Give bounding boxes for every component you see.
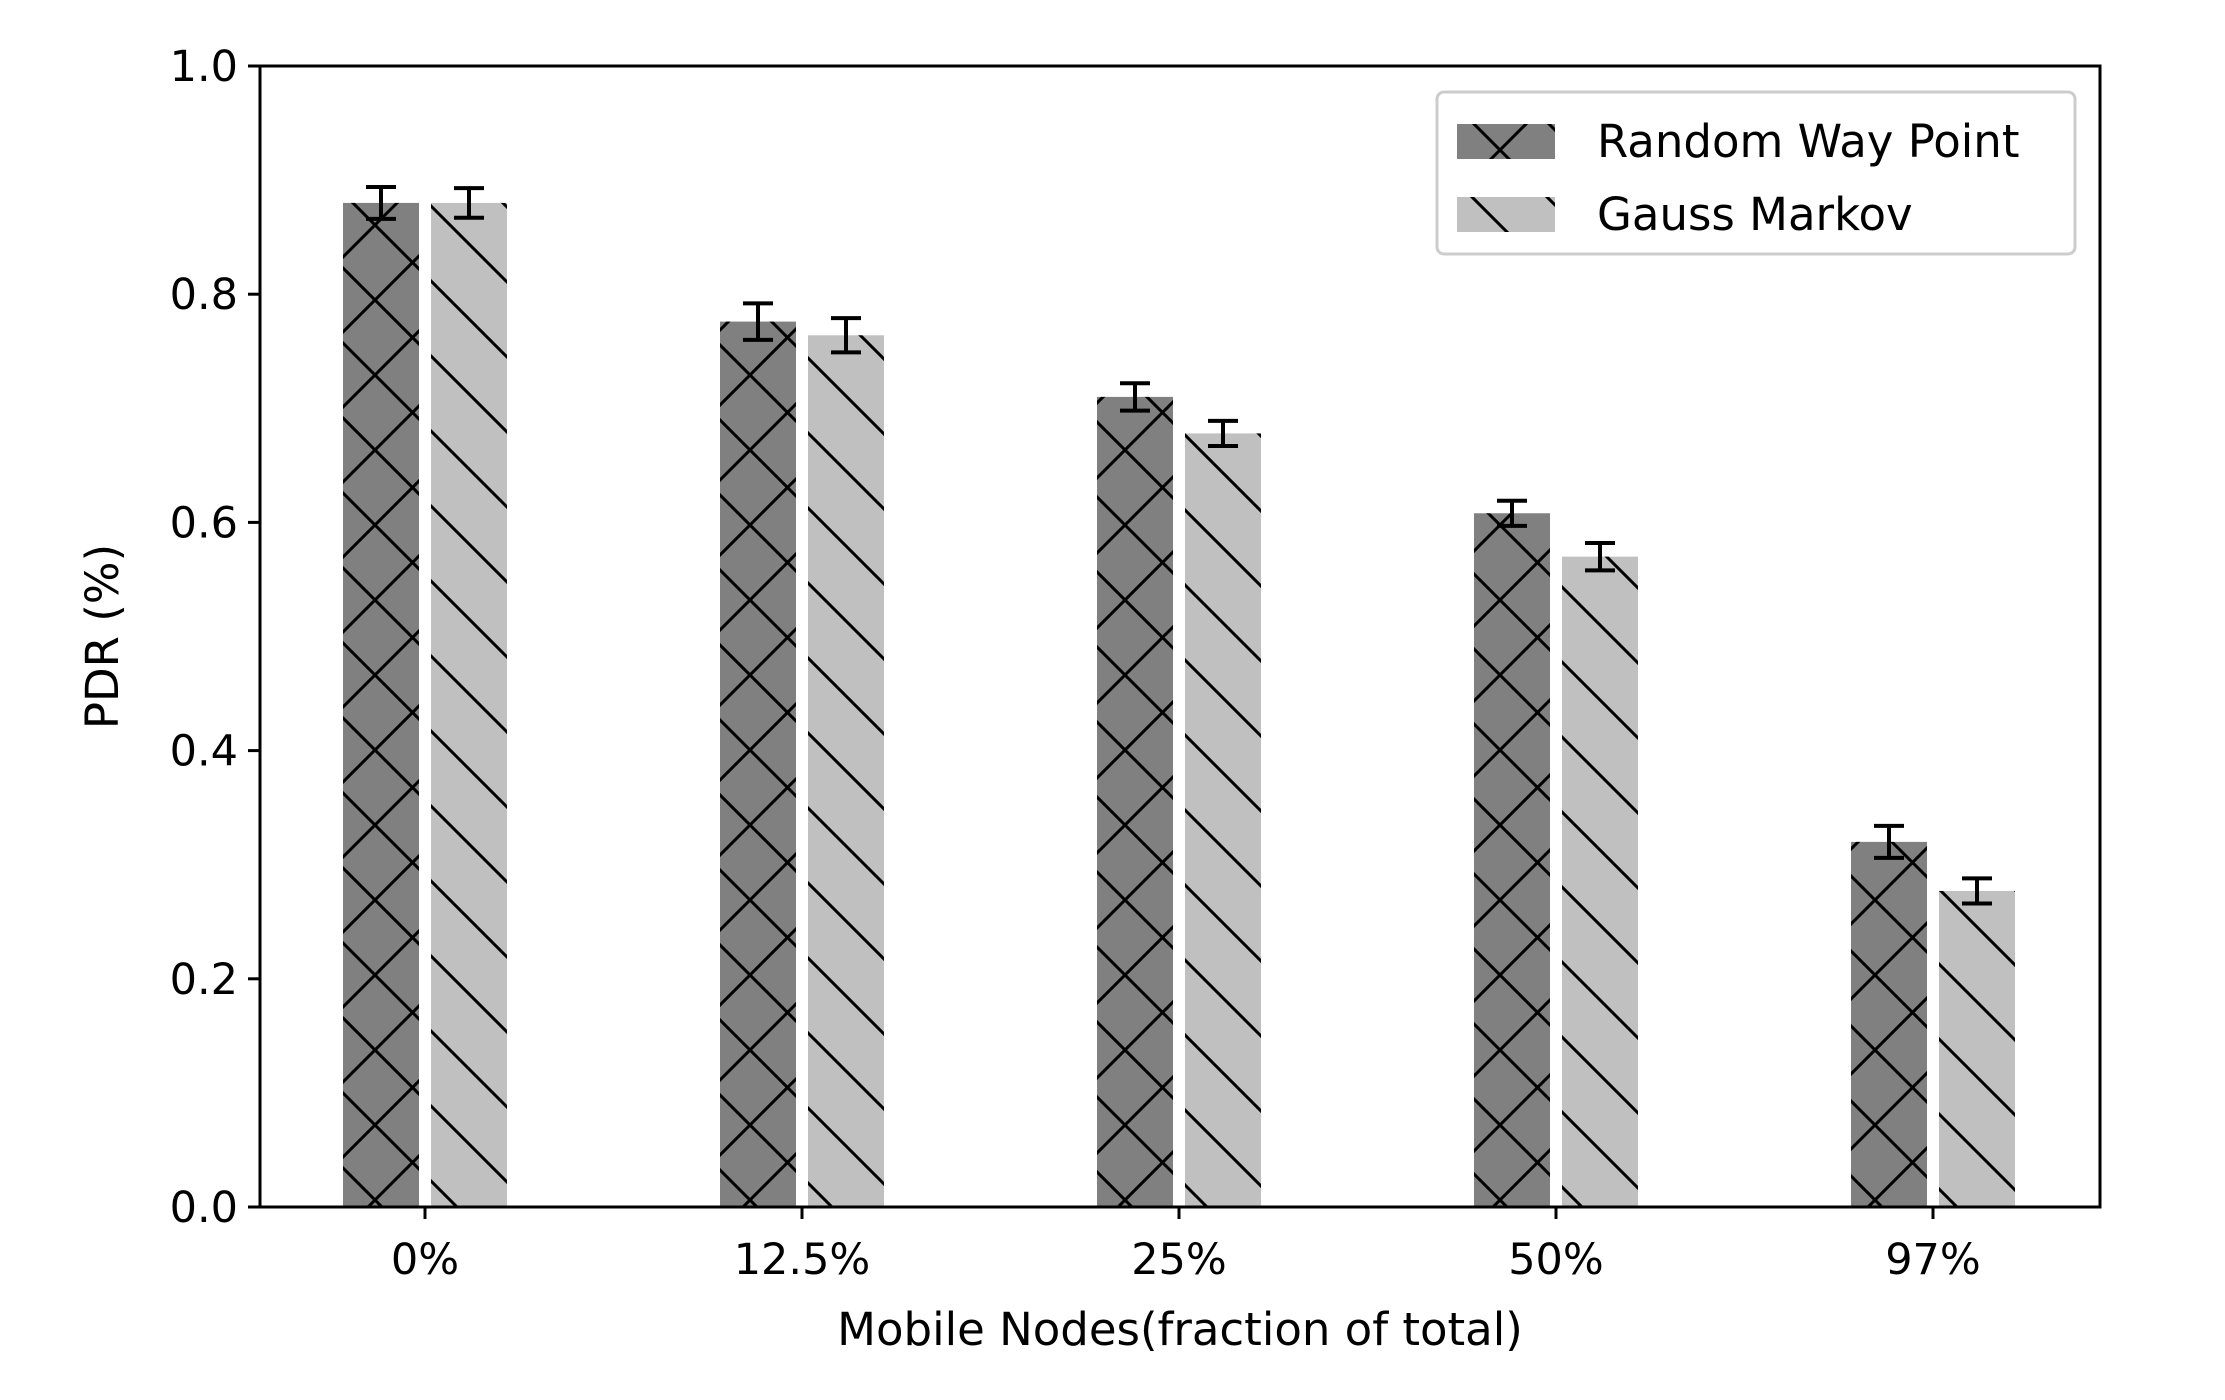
y-tick-label: 1.0 [170,42,238,92]
bar-gauss-markov-4 [1939,890,2015,1207]
legend-box [1435,90,2077,256]
error-bar-1-4 [1962,876,1992,906]
bar-gauss-markov-2 [1185,433,1261,1208]
x-axis-label: Mobile Nodes(fraction of total) [837,1303,1523,1356]
bar-hatch [720,321,796,1208]
bar-hatch [343,202,419,1208]
error-bar-0-3 [1497,498,1527,528]
bar-gauss-markov-1 [808,335,884,1207]
legend-swatch-hatch [1457,197,1555,232]
legend-label: Random Way Point [1597,115,2019,168]
legend-item-0: Random Way Point [1457,115,2019,168]
x-tick-label: 25% [1131,1235,1227,1285]
error-bar-1-1 [831,316,861,355]
x-tick-label: 0% [391,1235,459,1285]
y-tick-label: 0.8 [170,270,238,320]
y-axis-label: PDR (%) [76,544,129,729]
error-bar-0-4 [1874,823,1904,860]
y-tick-label: 0.2 [170,955,238,1005]
legend-items: Random Way Point Gauss Markov [1457,115,2019,241]
x-tick-label: 12.5% [734,1235,871,1285]
bar-gauss-markov-0 [431,202,507,1208]
errorbars-layer [366,184,1992,906]
legend: Random Way Point Gauss Markov [1435,90,2077,256]
error-bar-0-2 [1120,381,1150,413]
error-bar-0-0 [366,184,396,221]
bar-hatch [1562,556,1638,1207]
bar-hatch [1097,396,1173,1207]
x-tick-label: 50% [1508,1235,1604,1285]
legend-item-1: Gauss Markov [1457,188,1913,241]
bar-random-way-point-0 [343,202,419,1208]
y-tick-label: 0.6 [170,498,238,548]
bar-hatch [1851,841,1927,1207]
y-axis-ticks: 0.0 0.2 0.4 0.6 0.8 1.0 [170,42,260,1233]
y-tick-label: 0.4 [170,727,238,777]
bars-layer [343,202,2015,1208]
bar-hatch [1185,433,1261,1208]
bar-gauss-markov-3 [1562,556,1638,1207]
bar-hatch [1474,513,1550,1207]
error-bar-1-0 [454,186,484,220]
bar-random-way-point-2 [1097,396,1173,1207]
bar-random-way-point-4 [1851,841,1927,1207]
x-axis-ticks: 0% 12.5% 25% 50% 97% [391,1207,1981,1285]
bar-hatch [1939,890,2015,1207]
error-bar-1-2 [1208,418,1238,448]
error-bar-0-1 [743,301,773,342]
y-tick-label: 0.0 [170,1183,238,1233]
x-tick-label: 97% [1885,1235,1981,1285]
error-bar-1-3 [1585,540,1615,573]
legend-swatch-hatch [1457,124,1555,159]
bar-hatch [808,335,884,1207]
bar-random-way-point-3 [1474,513,1550,1207]
legend-label: Gauss Markov [1597,188,1913,241]
bar-random-way-point-1 [720,321,796,1208]
bar-hatch [431,202,507,1208]
